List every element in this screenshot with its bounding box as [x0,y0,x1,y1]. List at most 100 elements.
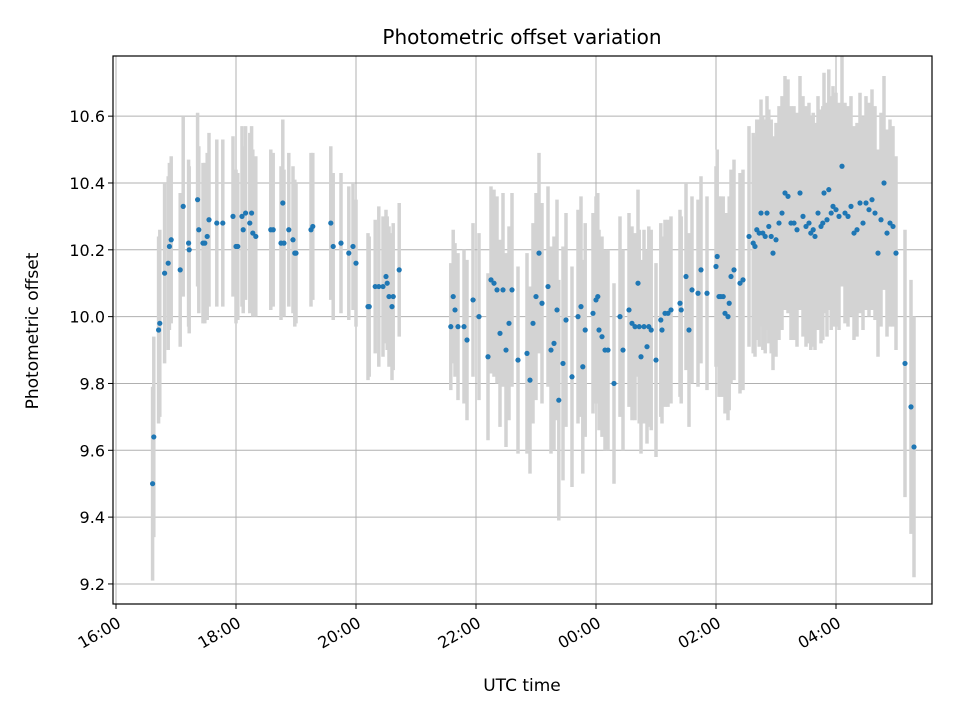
data-point [590,310,596,316]
data-point [503,347,509,353]
data-point [756,230,762,236]
data-point [196,227,202,233]
data-point [470,297,476,303]
data-point [386,293,392,300]
data-point [250,230,256,236]
data-point [485,354,491,360]
data-point [830,203,836,209]
data-point [812,233,818,240]
data-point [881,180,887,186]
data-point [330,243,336,250]
data-point [383,273,389,280]
data-point [545,283,551,290]
data-point [766,223,772,230]
data-point [629,320,635,326]
data-point [845,213,851,219]
data-point [770,250,776,256]
data-point [202,240,208,246]
data-point [515,357,521,363]
data-point [186,240,192,246]
data-point [689,287,695,293]
data-point [659,327,665,333]
data-point [551,340,557,346]
data-point [353,260,359,266]
data-point [815,210,821,216]
data-point [488,277,494,283]
data-point [890,223,896,230]
data-point [214,220,220,226]
data-point [863,200,869,206]
data-point [828,210,834,216]
data-point [156,327,162,333]
data-point [658,317,664,323]
data-point [162,270,168,276]
error-bars [150,56,916,581]
data-point [249,210,255,216]
chart-title: Photometric offset variation [382,25,661,49]
data-point [752,243,758,250]
x-tick-label: 16:00 [75,613,124,653]
data-point [569,374,575,380]
data-point [638,354,644,360]
data-point [380,283,386,290]
x-axis-title: UTC time [483,676,561,696]
data-point [644,344,650,350]
data-point [390,293,396,300]
data-point [530,320,536,326]
data-point [506,320,512,326]
data-point [893,250,899,256]
data-point [779,210,785,216]
data-point [527,377,533,383]
data-point [839,163,845,169]
data-point [665,310,671,316]
data-point [746,233,752,240]
data-point [151,434,157,440]
y-tick-label: 9.6 [80,441,105,460]
data-point [582,327,588,333]
data-point [476,314,482,320]
data-point [887,220,893,226]
x-tick-label: 20:00 [315,613,364,653]
data-point [450,293,456,300]
data-point [842,210,848,216]
x-tick-label: 18:00 [195,613,244,653]
data-point [195,197,201,203]
data-point [833,207,839,213]
data-point [857,200,863,206]
data-point [726,300,732,306]
data-point [247,220,253,226]
data-point [563,317,569,323]
data-point [206,217,212,223]
x-tick-label: 04:00 [795,613,844,653]
data-point [800,213,806,219]
data-point [384,280,390,286]
data-point [235,243,241,250]
data-point [293,250,299,256]
data-point [243,210,249,216]
data-point [270,227,276,233]
data-point [810,227,816,233]
data-point [617,314,623,320]
data-point [731,267,737,273]
data-point [556,397,562,403]
data-point [204,233,210,240]
data-point [239,213,245,219]
data-point [668,307,674,313]
data-point [785,193,791,199]
data-point [524,350,530,356]
data-point [875,250,881,256]
data-point [448,324,454,330]
data-point [791,220,797,226]
data-point [290,237,296,243]
data-point [821,190,827,196]
data-point [908,404,914,410]
data-point [695,290,701,296]
data-point [220,220,226,226]
data-point [580,364,586,370]
data-point [869,197,875,203]
data-point [599,334,605,340]
data-point [714,253,720,260]
data-point [797,190,803,196]
y-tick-label: 9.4 [80,508,105,527]
